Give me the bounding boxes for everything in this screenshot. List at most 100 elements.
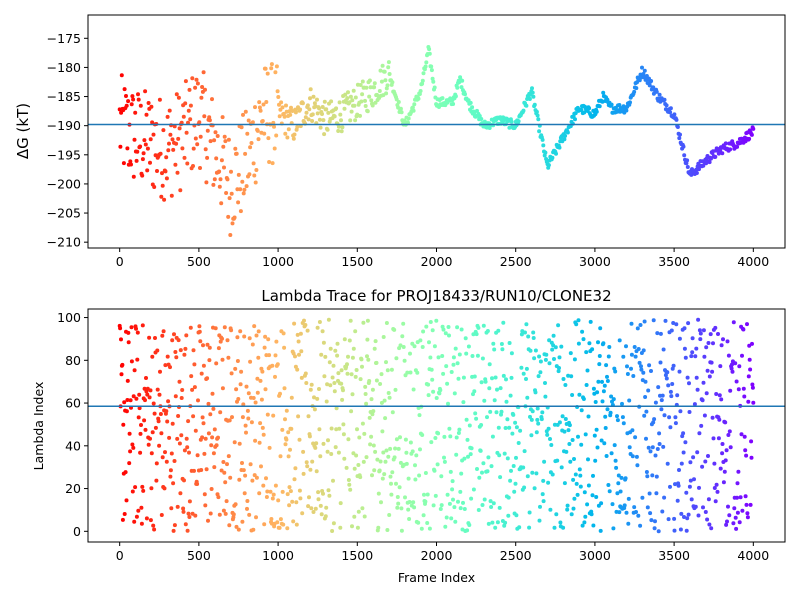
- lambda-point: [678, 409, 683, 414]
- lambda-point: [742, 394, 747, 399]
- lambda-point: [361, 459, 366, 464]
- lambda-x-tick-label: 500: [187, 548, 211, 563]
- delta-g-point: [565, 130, 570, 135]
- lambda-point: [631, 374, 636, 378]
- delta-g-point: [322, 99, 327, 104]
- lambda-point: [701, 380, 706, 385]
- delta-g-point: [664, 103, 669, 108]
- lambda-point: [733, 361, 738, 366]
- lambda-point: [476, 508, 481, 512]
- lambda-point: [131, 394, 136, 399]
- lambda-point: [535, 406, 540, 411]
- lambda-point: [386, 454, 391, 459]
- lambda-point: [734, 379, 739, 384]
- lambda-point: [659, 407, 664, 412]
- lambda-point: [287, 485, 292, 490]
- delta-g-point: [234, 151, 239, 156]
- lambda-point: [704, 345, 709, 350]
- lambda-point: [686, 321, 691, 326]
- delta-g-point: [460, 78, 465, 83]
- lambda-point: [687, 410, 692, 414]
- lambda-point: [662, 413, 667, 418]
- lambda-point: [280, 427, 285, 432]
- lambda-point: [587, 341, 592, 346]
- lambda-point: [519, 365, 524, 370]
- lambda-point: [425, 521, 430, 525]
- lambda-point: [567, 442, 572, 446]
- lambda-point: [568, 351, 573, 356]
- lambda-point: [591, 473, 595, 478]
- lambda-point: [297, 437, 302, 442]
- lambda-point: [356, 509, 361, 514]
- lambda-point: [233, 366, 238, 371]
- delta-g-point: [257, 100, 262, 105]
- lambda-point: [536, 374, 541, 379]
- delta-g-point: [527, 97, 532, 101]
- lambda-point: [121, 422, 126, 427]
- lambda-point: [255, 390, 260, 395]
- lambda-point: [585, 502, 590, 507]
- lambda-point: [352, 514, 357, 519]
- delta-g-point: [641, 72, 646, 76]
- lambda-point: [413, 463, 417, 468]
- delta-g-point: [367, 78, 372, 83]
- lambda-point: [489, 464, 494, 469]
- delta-g-point: [430, 76, 435, 81]
- lambda-point: [326, 438, 330, 443]
- lambda-point: [723, 420, 728, 425]
- lambda-point: [666, 517, 671, 522]
- delta-g-point: [716, 151, 721, 156]
- lambda-point: [735, 510, 740, 515]
- lambda-point: [157, 443, 162, 448]
- lambda-point: [677, 468, 681, 472]
- delta-g-point: [273, 70, 278, 75]
- lambda-point: [483, 379, 488, 384]
- delta-g-point: [697, 167, 701, 172]
- delta-g-point: [427, 47, 432, 52]
- lambda-point: [175, 504, 180, 509]
- delta-g-point: [285, 135, 290, 140]
- delta-g-point: [320, 112, 324, 116]
- delta-g-point: [325, 127, 330, 132]
- lambda-point: [158, 412, 163, 416]
- lambda-point: [713, 325, 718, 330]
- lambda-point: [242, 334, 247, 339]
- lambda-point: [154, 461, 159, 466]
- lambda-point: [562, 481, 567, 486]
- lambda-x-tick-label: 3000: [579, 548, 611, 563]
- lambda-point: [748, 367, 753, 372]
- delta-g-point: [217, 184, 222, 189]
- lambda-point: [151, 523, 156, 528]
- lambda-point: [195, 482, 200, 486]
- lambda-point: [673, 421, 678, 426]
- lambda-point: [525, 395, 530, 400]
- lambda-point: [661, 347, 666, 352]
- lambda-point: [179, 396, 184, 400]
- lambda-y-tick-label: 20: [65, 481, 81, 496]
- delta-g-point: [190, 76, 195, 81]
- lambda-point: [456, 431, 461, 435]
- lambda-point: [634, 510, 638, 514]
- lambda-point: [185, 445, 190, 450]
- lambda-point: [419, 526, 424, 531]
- delta-g-point: [168, 132, 173, 137]
- lambda-point: [598, 528, 603, 533]
- lambda-point: [293, 354, 297, 359]
- lambda-point: [318, 454, 323, 459]
- lambda-point: [514, 513, 519, 518]
- lambda-point: [216, 435, 220, 440]
- lambda-point: [360, 506, 365, 511]
- lambda-point: [166, 399, 171, 404]
- delta-g-point: [300, 101, 305, 106]
- lambda-point: [292, 321, 297, 326]
- lambda-point: [351, 451, 356, 456]
- lambda-point: [313, 445, 318, 450]
- lambda-point: [534, 430, 539, 435]
- lambda-point: [495, 387, 499, 392]
- lambda-point: [685, 375, 690, 380]
- lambda-point: [178, 491, 183, 496]
- lambda-point: [347, 482, 352, 487]
- lambda-point: [671, 363, 676, 368]
- lambda-point: [716, 332, 720, 336]
- lambda-point: [522, 449, 527, 454]
